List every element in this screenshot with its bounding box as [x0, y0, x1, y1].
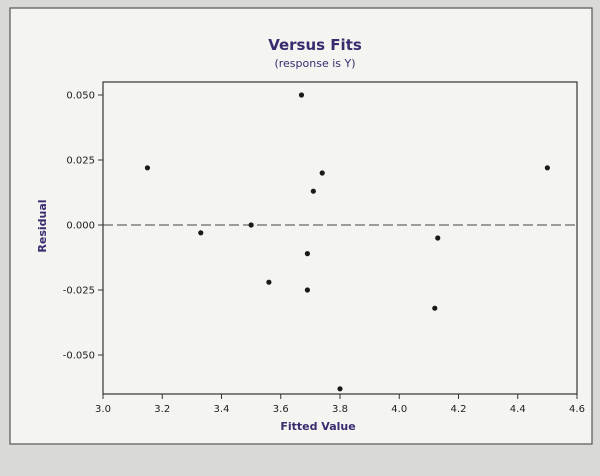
- x-tick-label: 3.4: [214, 404, 230, 415]
- x-tick-label: 3.2: [154, 404, 170, 415]
- data-point: [432, 305, 438, 311]
- axis-ticks-layer: 3.0 3.2 3.4 3.6 3.8 4.0 4.2 4.4 4.6 0.050 0.025 0.0…: [63, 91, 585, 416]
- data-point: [266, 279, 272, 285]
- x-tick-label: 3.0: [95, 404, 111, 415]
- data-points-layer: [144, 92, 550, 392]
- y-tick-label: -0.050: [63, 351, 95, 362]
- data-point: [248, 222, 254, 228]
- y-tick-label: 0.000: [66, 221, 95, 232]
- y-tick-label: 0.050: [66, 91, 95, 102]
- data-point: [144, 165, 151, 171]
- data-point: [304, 287, 311, 293]
- data-point: [435, 235, 441, 241]
- x-axis-title: Fitted Value: [280, 420, 355, 433]
- data-point: [198, 230, 204, 236]
- x-tick-label: 4.4: [510, 404, 526, 415]
- x-tick-label: 4.6: [569, 404, 585, 415]
- y-tick-label: -0.025: [63, 286, 95, 297]
- x-tick-label: 3.8: [332, 404, 348, 415]
- x-tick-label: 4.2: [451, 404, 467, 415]
- y-tick-label: 0.025: [66, 156, 95, 167]
- chart-subtitle: (response is Y): [274, 57, 355, 70]
- data-point: [544, 165, 550, 171]
- chart-title: Versus Fits: [268, 36, 362, 54]
- x-tick-label: 4.0: [391, 404, 407, 415]
- data-point: [319, 170, 325, 176]
- chart-outer-frame: [9, 7, 593, 445]
- data-point: [304, 251, 311, 257]
- y-axis-title: Residual: [36, 199, 49, 252]
- data-point: [298, 92, 305, 98]
- data-point: [337, 386, 343, 392]
- data-point: [310, 188, 316, 194]
- x-tick-label: 3.6: [273, 404, 289, 415]
